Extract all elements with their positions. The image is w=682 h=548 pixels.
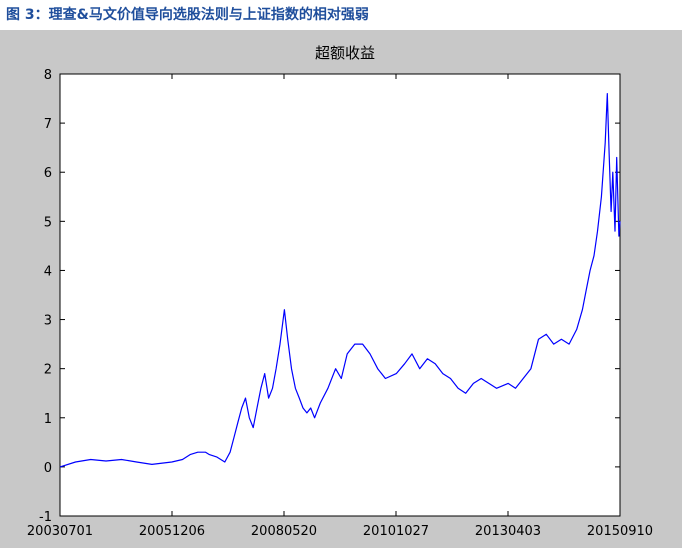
x-tick-label: 20101027	[363, 524, 429, 539]
y-tick-label: -1	[39, 510, 52, 525]
y-tick-label: 2	[44, 363, 52, 378]
y-tick-label: 0	[44, 461, 52, 476]
x-axis: 20030701 20051206 20080520 20101027 20130403…	[27, 74, 653, 539]
plot-series	[59, 92, 621, 468]
x-tick-label: 20080520	[251, 524, 317, 539]
y-axis: -1 0 1 2 3 4 5 6 7 8	[39, 68, 620, 525]
x-tick-label: 20051206	[139, 524, 205, 539]
series-line	[59, 92, 621, 468]
y-tick-label: 7	[44, 117, 52, 132]
x-tick-label: 20150910	[587, 524, 653, 539]
chart-frame: 超额收益 -1 0 1 2 3 4 5 6 7 8 20030701 20051206 2008052…	[0, 30, 682, 548]
y-tick-label: 5	[44, 215, 52, 230]
x-tick-label: 20030701	[27, 524, 93, 539]
plot-area	[59, 73, 621, 517]
y-tick-label: 8	[44, 68, 52, 83]
y-tick-label: 3	[44, 314, 52, 329]
y-tick-label: 1	[44, 412, 52, 427]
y-tick-label: 6	[44, 166, 52, 181]
chart-svg: 超额收益 -1 0 1 2 3 4 5 6 7 8 20030701 20051206 2008052…	[27, 44, 653, 539]
chart-title: 超额收益	[315, 44, 375, 62]
x-tick-label: 20130403	[475, 524, 541, 539]
figure-caption: 图 3：理查&马文价值导向选股法则与上证指数的相对强弱	[6, 7, 369, 23]
y-tick-label: 4	[44, 264, 52, 279]
